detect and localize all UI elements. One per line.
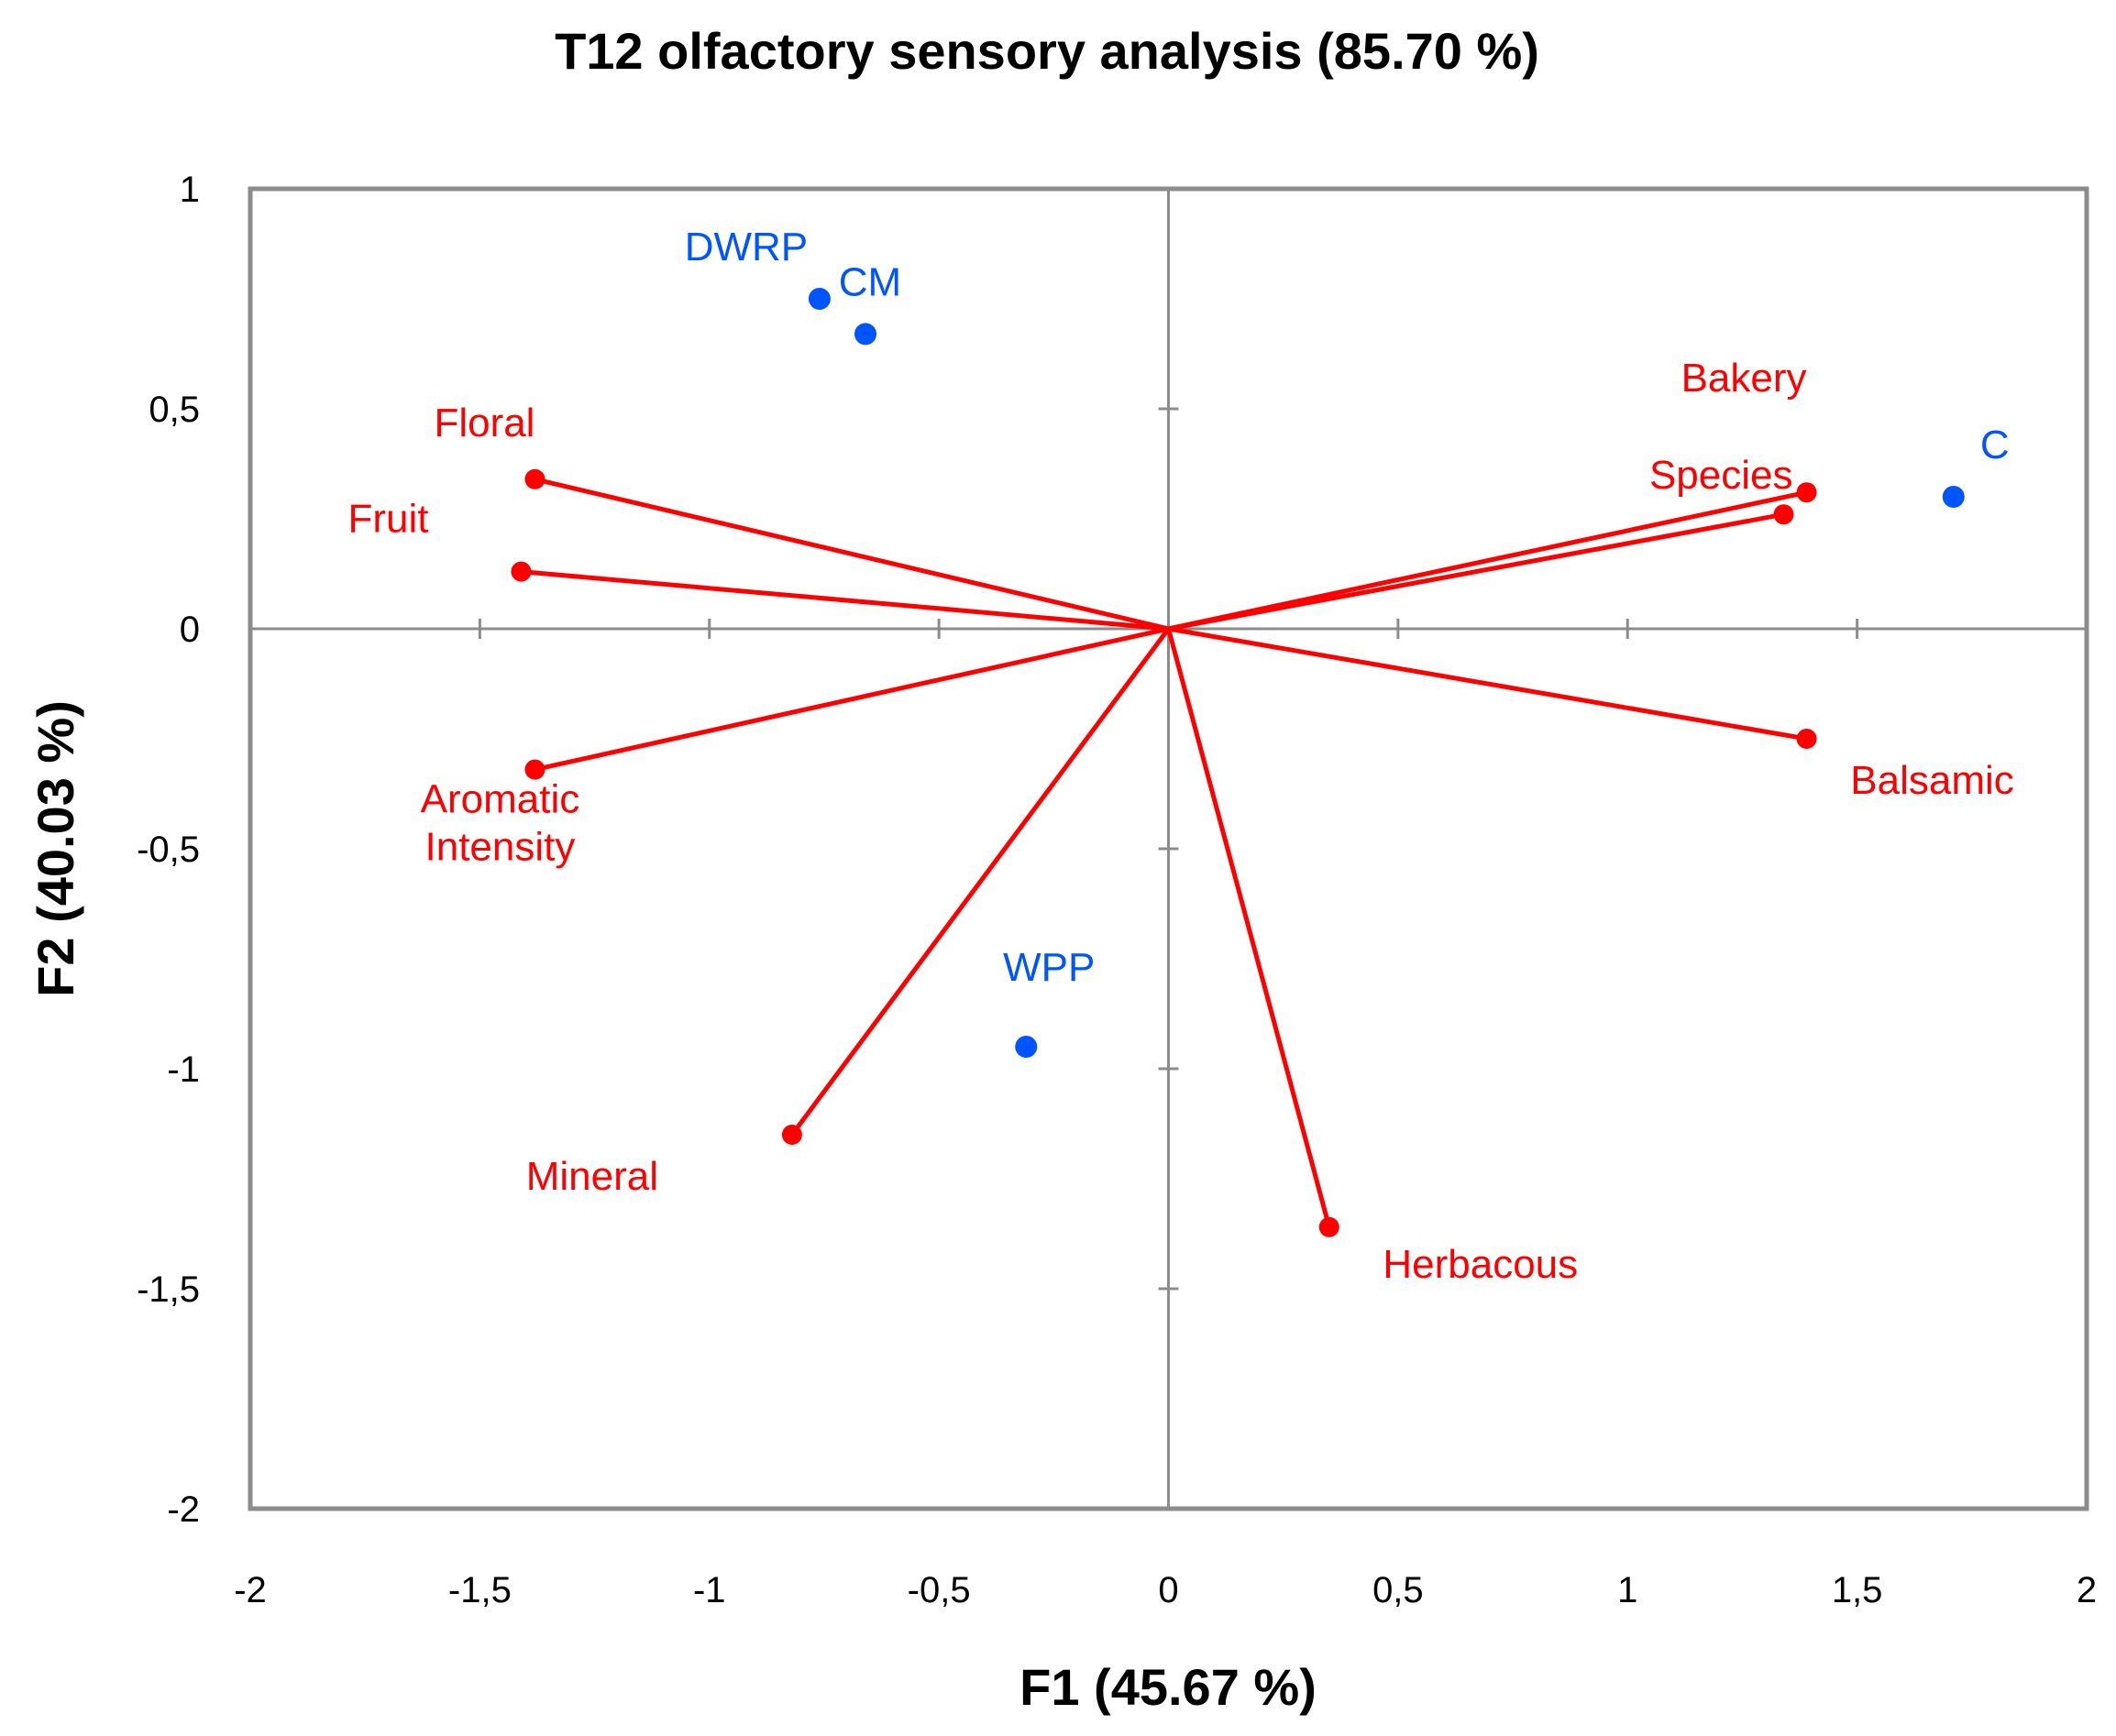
y-tick-label: -2: [167, 1489, 200, 1530]
observation-point-dwrp: [808, 288, 831, 310]
vector-aromatic-intensity: [534, 626, 1170, 773]
y-tick-label: -0,5: [137, 830, 200, 870]
variable-label-bakery: Bakery: [1681, 356, 1807, 401]
vector-bakery: [1167, 489, 1808, 632]
variable-label-mineral: Mineral: [526, 1154, 658, 1199]
x-tick-label: 0,5: [1372, 1570, 1424, 1610]
vector-point-species: [1773, 504, 1794, 525]
observation-point-c: [1942, 486, 1965, 508]
y-axis-title: F2 (40.03 %): [27, 700, 84, 997]
observation-points: DWRP CM C WPP: [685, 225, 2010, 1058]
vector-herbacous: [1166, 628, 1332, 1228]
vector-point-floral: [524, 468, 546, 489]
variable-label-balsamic: Balsamic: [1850, 758, 2014, 803]
variable-vectors: Floral Fruit Aromatic Intensity Mineral Herba…: [347, 356, 2013, 1287]
x-tick-label: -0,5: [908, 1570, 971, 1610]
x-axis-ticks: -2 -1,5 -1 -0,5 0 0,5 1 1,5 2: [234, 619, 2097, 1610]
vector-species: [1168, 511, 1784, 632]
variable-label-aromatic-intensity: Aromatic Intensity: [421, 777, 580, 870]
chart-title: T12 olfactory sensory analysis (85.70 %): [555, 22, 1539, 80]
vector-point-mineral: [781, 1125, 802, 1145]
x-tick-label: 1: [1617, 1570, 1637, 1610]
y-axis-ticks: 1 0,5 0 -0,5 -1 -1,5 -2: [137, 170, 1179, 1530]
variable-label-herbacous: Herbacous: [1383, 1242, 1578, 1287]
x-axis-title: F1 (45.67 %): [1019, 1658, 1317, 1716]
x-tick-label: 0: [1158, 1570, 1178, 1610]
observation-point-wpp: [1015, 1036, 1038, 1058]
observation-label-cm: CM: [839, 259, 901, 304]
y-tick-label: 0,5: [149, 390, 200, 430]
y-tick-label: 0: [180, 610, 200, 650]
x-tick-label: 2: [2077, 1570, 2097, 1610]
y-tick-label: 1: [180, 170, 200, 210]
vector-point-bakery: [1796, 482, 1817, 503]
observation-label-wpp: WPP: [1003, 945, 1095, 990]
vector-mineral: [789, 627, 1171, 1137]
observation-label-c: C: [1980, 423, 2010, 467]
vector-floral: [534, 477, 1170, 632]
variable-label-floral: Floral: [434, 401, 535, 445]
vector-fruit: [521, 569, 1169, 632]
vector-point-aromatic-intensity: [524, 759, 546, 780]
y-tick-label: -1: [167, 1049, 200, 1090]
observation-point-cm: [854, 323, 877, 346]
vector-balsamic: [1168, 626, 1807, 742]
variable-label-fruit: Fruit: [347, 497, 428, 542]
vector-point-fruit: [511, 561, 532, 582]
vector-point-herbacous: [1318, 1216, 1339, 1237]
y-tick-label: -1,5: [137, 1269, 200, 1310]
x-tick-label: -2: [234, 1570, 267, 1610]
variable-label-species: Species: [1649, 453, 1793, 498]
x-tick-label: -1,5: [448, 1570, 512, 1610]
vector-point-balsamic: [1796, 729, 1817, 749]
x-tick-label: -1: [693, 1570, 726, 1610]
observation-label-dwrp: DWRP: [685, 225, 808, 269]
x-tick-label: 1,5: [1832, 1570, 1883, 1610]
